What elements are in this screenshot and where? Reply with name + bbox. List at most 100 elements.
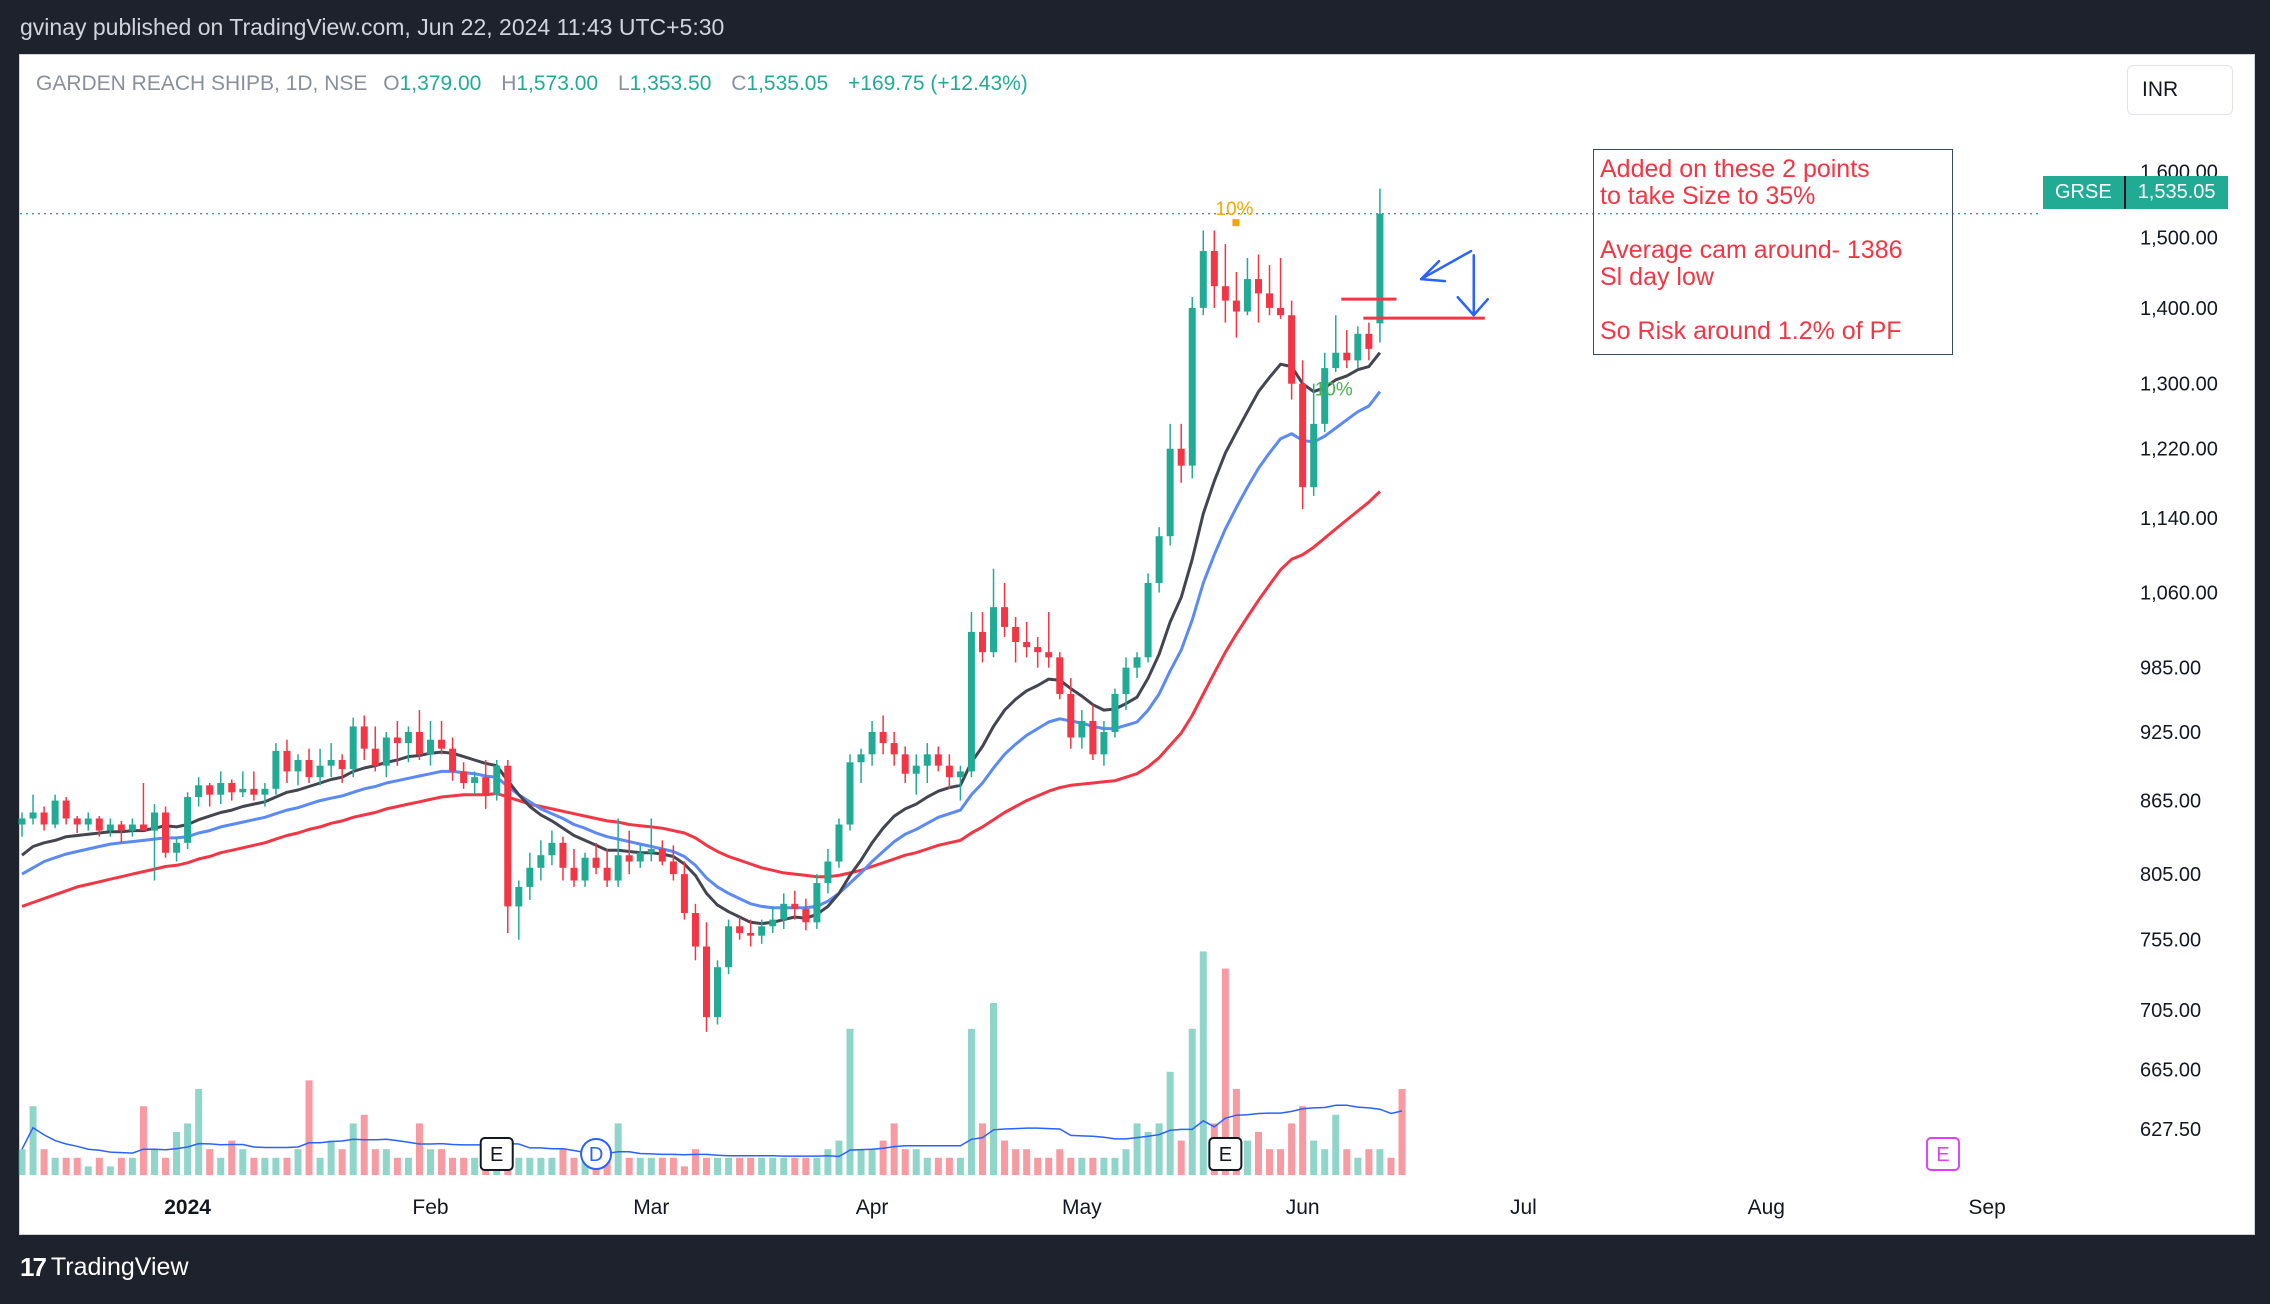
- candle-body: [1210, 251, 1218, 287]
- candle-body: [978, 631, 986, 653]
- price-axis-label: 665.00: [2140, 1060, 2201, 1082]
- candle-body: [162, 812, 170, 853]
- volume-bar: [581, 1157, 589, 1175]
- candle-body: [802, 909, 810, 923]
- volume-bar: [1199, 951, 1207, 1175]
- volume-bar: [868, 1149, 876, 1175]
- time-axis-label: Apr: [856, 1196, 889, 1219]
- volume-bar: [879, 1140, 887, 1175]
- event-label: E: [1219, 1144, 1232, 1166]
- legend-high-label: H: [501, 72, 517, 95]
- legend-symbol: GARDEN REACH SHIPB, 1D, NSE: [36, 72, 368, 95]
- candle-body: [62, 800, 70, 819]
- candle-body: [106, 824, 114, 831]
- candle-body: [1254, 279, 1262, 294]
- candle-body: [526, 867, 534, 887]
- candle-body: [548, 842, 556, 856]
- candle-body: [901, 754, 909, 774]
- candle-body: [537, 855, 545, 868]
- footer-brand[interactable]: 17 TradingView: [20, 1252, 189, 1283]
- candle-body: [493, 765, 501, 795]
- tradingview-logo-icon: 17: [20, 1252, 47, 1282]
- candle-body: [1343, 352, 1351, 361]
- volume-bar: [1023, 1149, 1031, 1175]
- candle-body: [404, 731, 412, 744]
- volume-bar: [184, 1123, 192, 1175]
- candle-body: [504, 765, 512, 907]
- price-axis-label: 1,400.00: [2140, 298, 2218, 320]
- candle-body: [559, 842, 567, 868]
- annotation-line: [1600, 291, 1952, 318]
- volume-bar: [1100, 1157, 1108, 1175]
- volume-bar: [95, 1157, 103, 1175]
- candle-body: [371, 748, 379, 766]
- candle-body: [206, 785, 214, 795]
- volume-bar: [316, 1157, 324, 1175]
- currency-button[interactable]: INR: [2127, 65, 2233, 115]
- volume-bar: [195, 1089, 203, 1175]
- volume-bar: [1354, 1157, 1362, 1175]
- last-price-tag: GRSE 1,535.05: [2043, 176, 2228, 209]
- volume-bar: [449, 1157, 457, 1175]
- candle-body: [1045, 652, 1053, 658]
- candle-body: [1232, 300, 1240, 312]
- volume-bar: [990, 1003, 998, 1175]
- candle-body: [570, 867, 578, 881]
- volume-bar: [1332, 1114, 1340, 1175]
- volume-bar: [404, 1157, 412, 1175]
- volume-bar: [261, 1157, 269, 1175]
- volume-bar: [139, 1106, 147, 1175]
- volume-bar: [890, 1123, 898, 1175]
- candle-body: [1034, 647, 1042, 653]
- volume-bar: [978, 1123, 986, 1175]
- candle-body: [923, 754, 931, 766]
- volume-bar: [73, 1157, 81, 1175]
- candle-body: [349, 726, 357, 770]
- price-axis-label: 627.50: [2140, 1119, 2201, 1141]
- volume-bar: [559, 1149, 567, 1175]
- candle-body: [95, 818, 103, 831]
- candle-body: [382, 737, 390, 766]
- candle-body: [294, 759, 302, 772]
- earnings-event-icon: [1925, 1137, 1960, 1171]
- volume-bar: [349, 1123, 357, 1175]
- volume-bar: [1034, 1157, 1042, 1175]
- legend-open-label: O: [383, 72, 400, 95]
- volume-bar: [206, 1149, 214, 1175]
- volume-bar: [802, 1157, 810, 1175]
- volume-bar: [736, 1157, 744, 1175]
- candle-body: [956, 771, 964, 778]
- candle-body: [84, 818, 92, 825]
- candle-body: [40, 812, 48, 825]
- time-axis-label: Feb: [412, 1196, 448, 1219]
- price-axis-label: 705.00: [2140, 1000, 2201, 1022]
- price-tag-ticker: GRSE: [2043, 176, 2126, 209]
- dividend-event-icon: [580, 1138, 613, 1170]
- candle-body: [967, 631, 975, 772]
- volume-bar: [228, 1140, 236, 1175]
- candle-body: [272, 750, 280, 789]
- volume-bar: [658, 1157, 666, 1175]
- annotation-box[interactable]: Added on these 2 points to take Size to …: [1593, 149, 1953, 355]
- candle-body: [415, 731, 423, 755]
- volume-bar: [1232, 1089, 1240, 1175]
- candle-body: [1365, 333, 1373, 349]
- candle-body: [835, 824, 843, 862]
- candle-body: [868, 731, 876, 755]
- candle-body: [614, 855, 622, 881]
- volume-bar: [1133, 1123, 1141, 1175]
- volume-bar: [1089, 1157, 1097, 1175]
- volume-bar: [1365, 1149, 1373, 1175]
- candle-body: [736, 926, 744, 933]
- candle-body: [857, 754, 865, 763]
- candle-body: [1321, 368, 1329, 424]
- candle-body: [1056, 657, 1064, 694]
- volume-bar: [769, 1157, 777, 1175]
- volume-bar: [18, 1149, 26, 1175]
- volume-bar: [857, 1149, 865, 1175]
- candle-body: [780, 903, 788, 920]
- candle-body: [482, 777, 490, 795]
- volume-bar: [1299, 1106, 1307, 1175]
- volume-bar: [1398, 1089, 1406, 1175]
